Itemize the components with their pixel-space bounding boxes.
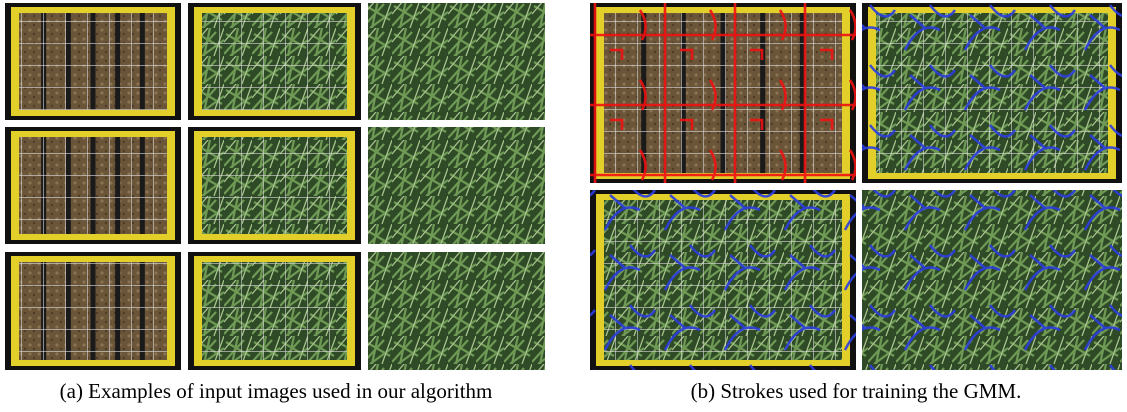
strokes xyxy=(862,3,1122,183)
caption-b: (b) Strokes used for training the GMM. xyxy=(691,379,1022,403)
grass xyxy=(368,127,545,244)
caption-a: (a) Examples of input images used in our… xyxy=(60,379,493,403)
figure: (a) Examples of input images used in our… xyxy=(0,0,1127,412)
wire-grid xyxy=(202,137,347,234)
wire-grid xyxy=(19,137,167,234)
grass xyxy=(368,3,545,120)
wire-grid xyxy=(202,262,347,360)
wire-grid xyxy=(202,13,347,110)
strokes xyxy=(862,190,1122,370)
wire-grid xyxy=(19,262,167,360)
image-panels xyxy=(5,3,1122,370)
strokes xyxy=(590,190,856,370)
wire-grid xyxy=(19,13,167,110)
strokes xyxy=(590,3,856,183)
grass xyxy=(368,252,545,370)
